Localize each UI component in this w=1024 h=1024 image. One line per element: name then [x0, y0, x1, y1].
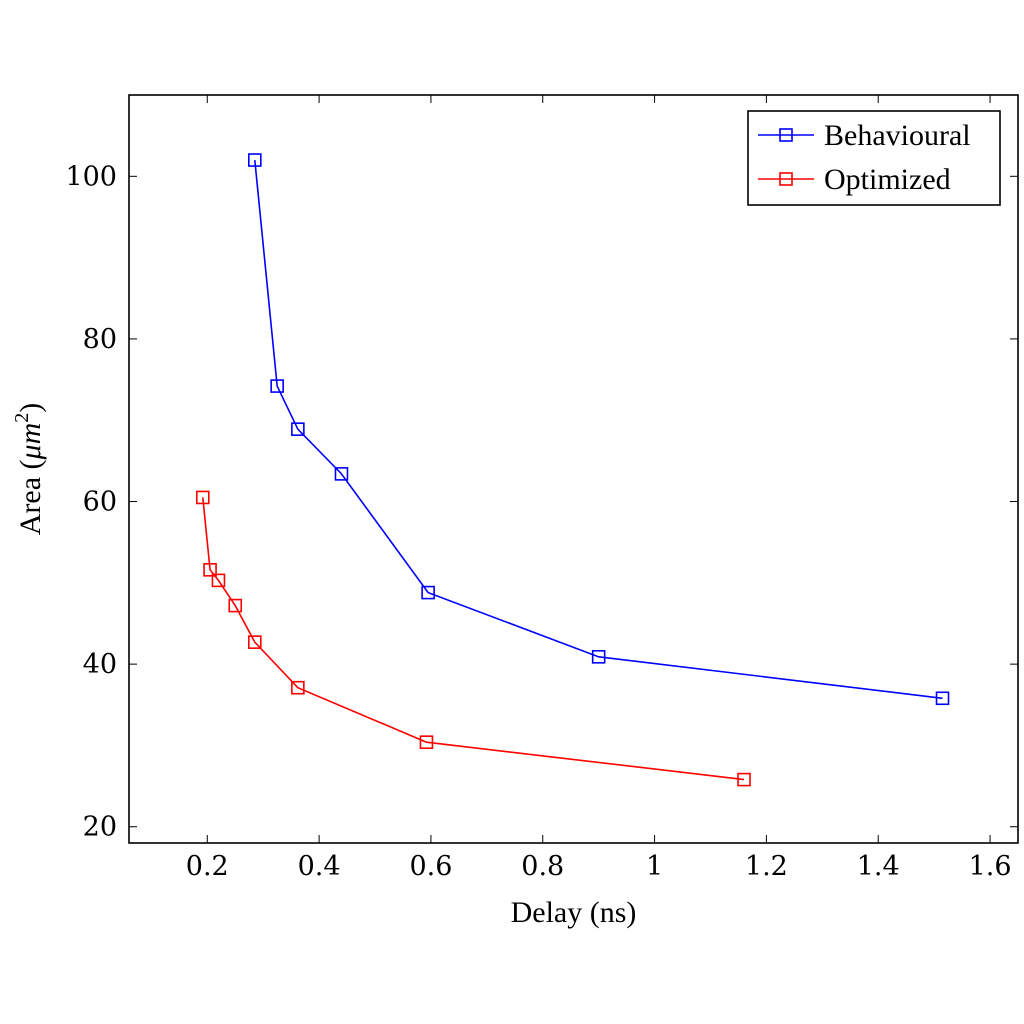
y-tick-label: 20	[83, 812, 117, 843]
y-tick-label: 80	[83, 324, 117, 355]
legend-marker	[779, 172, 793, 186]
legend-item-behavioural: Behavioural	[758, 119, 971, 152]
data-point-marker	[291, 422, 305, 436]
data-point-marker	[248, 153, 262, 167]
series-line	[254, 159, 943, 700]
legend-item-optimized: Optimized	[758, 163, 951, 196]
data-point-marker	[248, 635, 262, 649]
data-point-marker	[935, 691, 950, 706]
data-point-marker	[196, 490, 210, 505]
y-axis-title-suffix: )	[14, 403, 47, 413]
x-tick-label: 1.4	[857, 851, 900, 882]
data-point-marker	[291, 680, 305, 695]
x-tick-label: 1	[646, 851, 663, 882]
x-axis-title: Delay (ns)	[511, 896, 637, 929]
y-tick-label: 60	[83, 487, 117, 518]
plot-frame	[128, 94, 1019, 844]
legend-label: Optimized	[824, 163, 951, 196]
legend: Behavioural Optimized	[747, 110, 1001, 206]
series-line	[202, 497, 745, 781]
legend-marker	[779, 128, 793, 142]
x-tick-label: 0.8	[521, 851, 564, 882]
x-tick-label: 1.2	[745, 851, 788, 882]
y-axis-title-exponent: 2	[11, 413, 33, 423]
plot-marks	[196, 153, 950, 787]
data-point-marker	[419, 735, 434, 749]
data-point-marker	[334, 467, 349, 481]
x-tick-label: 0.4	[298, 851, 341, 882]
y-axis-title-text: Area (	[14, 459, 47, 535]
data-point-marker	[203, 563, 217, 577]
legend-label: Behavioural	[824, 119, 971, 152]
axis-ticks: 0.2 0.4 0.6 0.8 1 1.2 1.4 1.6 20 40 60 80 100	[65, 95, 1018, 882]
x-tick-label: 0.2	[186, 851, 229, 882]
data-point-marker	[270, 379, 284, 393]
data-point-marker	[591, 650, 606, 664]
x-tick-label: 1.6	[969, 851, 1012, 882]
data-point-marker	[421, 585, 435, 600]
data-point-marker	[211, 573, 226, 588]
legend-box	[747, 110, 1001, 206]
data-point-marker	[228, 598, 243, 613]
y-axis-title-unit: μm	[14, 423, 47, 461]
series-optimized	[196, 490, 751, 787]
y-tick-label: 40	[83, 649, 117, 680]
y-axis-title: Area (μm2)	[11, 403, 47, 536]
series-behavioural	[248, 153, 950, 706]
x-tick-label: 0.6	[409, 851, 452, 882]
data-point-marker	[737, 772, 751, 787]
y-tick-label: 100	[65, 161, 117, 192]
